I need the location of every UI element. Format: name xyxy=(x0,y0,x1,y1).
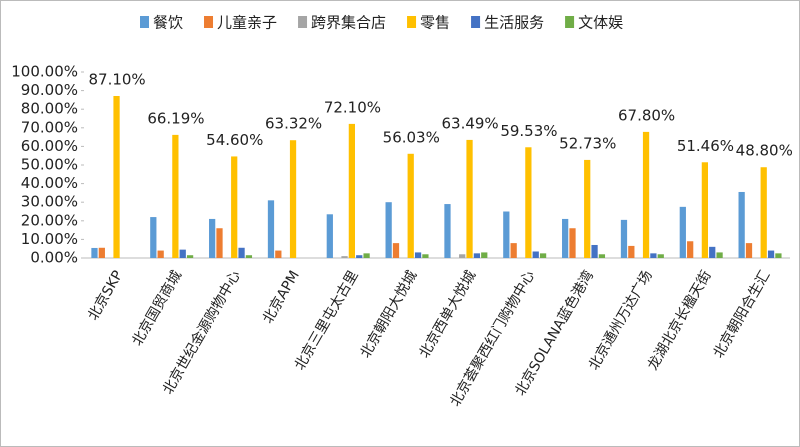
data-label: 87.10% xyxy=(88,70,145,88)
legend-swatch xyxy=(140,16,149,28)
data-label: 72.10% xyxy=(324,98,381,116)
bar xyxy=(598,254,606,258)
data-label: 59.53% xyxy=(500,122,557,140)
bar xyxy=(628,245,635,258)
y-tick-label: 90.00% xyxy=(21,81,78,99)
y-tick-label: 20.00% xyxy=(21,211,78,229)
y-tick-label: 50.00% xyxy=(21,156,78,174)
y-tick-label: 40.00% xyxy=(21,174,78,192)
bar xyxy=(687,241,694,258)
data-label: 54.60% xyxy=(206,131,263,149)
bar xyxy=(539,253,547,258)
legend-swatch xyxy=(565,16,575,28)
bar xyxy=(525,147,532,258)
bar xyxy=(642,131,650,258)
y-tick-label: 60.00% xyxy=(21,137,78,155)
bar xyxy=(459,254,466,258)
bar xyxy=(150,217,157,258)
bar xyxy=(591,244,598,258)
bar xyxy=(569,228,576,258)
bar xyxy=(348,123,356,258)
bar xyxy=(422,254,429,258)
bar xyxy=(414,252,422,258)
data-label: 52.73% xyxy=(559,134,616,152)
bar xyxy=(341,256,348,258)
bar xyxy=(466,139,473,258)
legend-swatch xyxy=(471,16,481,28)
bar xyxy=(584,159,591,258)
y-tick-label: 0.00% xyxy=(30,249,78,267)
bar xyxy=(392,243,400,258)
bar xyxy=(716,252,723,258)
bar xyxy=(745,243,753,258)
bar xyxy=(510,243,517,258)
bar xyxy=(157,250,164,258)
bar xyxy=(701,162,709,258)
legend-label: 零售 xyxy=(420,14,450,32)
bar xyxy=(216,228,223,258)
legend-swatch xyxy=(407,16,417,28)
legend-swatch xyxy=(204,16,214,28)
legend-label: 生活服务 xyxy=(484,14,544,32)
data-label: 66.19% xyxy=(147,109,204,127)
bar xyxy=(91,247,98,258)
bar xyxy=(326,214,333,258)
bar xyxy=(650,253,657,258)
bar xyxy=(275,250,282,258)
y-tick-label: 30.00% xyxy=(21,193,78,211)
bar xyxy=(113,95,120,258)
bar xyxy=(98,247,105,258)
bar xyxy=(767,250,775,258)
bar xyxy=(738,191,745,258)
bar xyxy=(532,251,539,258)
bar xyxy=(172,134,179,258)
bar xyxy=(231,156,238,258)
bar xyxy=(562,218,569,258)
legend-label: 餐饮 xyxy=(153,14,183,32)
bar xyxy=(679,206,686,258)
legend-label: 文体娱 xyxy=(578,14,623,32)
bar xyxy=(709,246,716,258)
y-tick-label: 80.00% xyxy=(21,100,78,118)
data-label: 56.03% xyxy=(383,128,440,146)
data-label: 48.80% xyxy=(736,142,793,160)
legend-label: 儿童亲子 xyxy=(217,14,277,32)
bar xyxy=(444,204,451,258)
bar xyxy=(289,140,297,258)
y-tick-label: 10.00% xyxy=(21,230,78,248)
bar xyxy=(473,253,481,258)
bar xyxy=(407,153,414,258)
bar xyxy=(363,253,370,258)
bar xyxy=(385,202,392,258)
bar xyxy=(760,167,767,258)
legend-swatch xyxy=(298,16,308,28)
bar xyxy=(245,255,253,258)
bar xyxy=(356,255,363,258)
bar xyxy=(238,247,245,258)
bar xyxy=(620,219,628,258)
y-tick-label: 70.00% xyxy=(21,118,78,136)
data-label: 63.32% xyxy=(265,115,322,133)
data-label: 63.49% xyxy=(441,114,498,132)
bar xyxy=(775,253,782,258)
bar xyxy=(179,249,186,258)
y-tick-label: 100.00% xyxy=(11,63,78,81)
bar xyxy=(267,200,275,258)
bar xyxy=(503,211,510,258)
bar xyxy=(481,252,488,258)
bar xyxy=(209,218,216,258)
data-label: 51.46% xyxy=(677,137,734,155)
bar xyxy=(657,254,664,258)
data-label: 67.80% xyxy=(618,106,675,124)
bar xyxy=(186,255,194,258)
legend-label: 跨界集合店 xyxy=(311,14,386,32)
